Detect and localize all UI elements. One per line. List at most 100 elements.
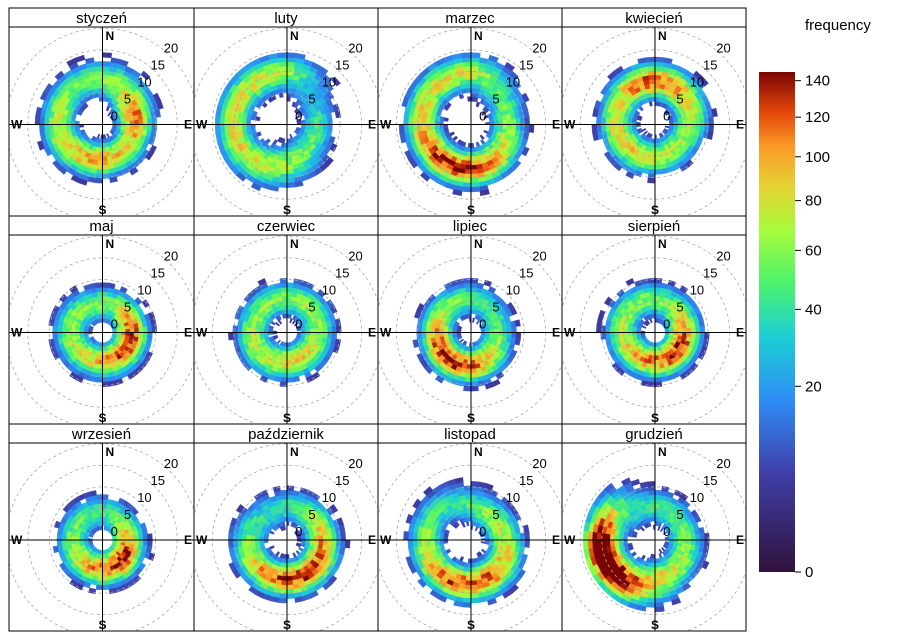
heat-cell [275,321,281,327]
heat-cell [98,304,103,310]
heat-cell [141,299,150,308]
radial-tick-label: 10 [322,75,336,90]
heat-cell [479,134,485,140]
compass-label-w: W [196,326,208,340]
heat-cell [232,325,238,333]
compass-label-s: S [283,203,291,217]
heat-cell [258,539,265,544]
heat-cell [523,524,530,534]
heat-cell [484,483,494,491]
heat-cell [147,539,153,547]
heat-cell [699,325,706,333]
compass-label-w: W [196,533,208,547]
heat-cell [52,332,58,340]
compass-label-n: N [658,237,667,251]
heat-cell [707,131,714,140]
heat-cell [452,189,463,197]
heat-cell [698,319,705,327]
heat-cell [416,332,422,340]
radial-tick-label: 20 [532,249,546,264]
heat-cell [74,332,80,337]
panel-grid: styczeń05101520NESWluty05101520NESWmarze… [8,7,747,632]
heat-cell [102,282,110,288]
heat-cell [257,277,267,286]
heat-cell [404,150,413,161]
heat-cell [488,54,499,63]
heat-cell [654,147,659,153]
radial-tick-label: 20 [348,41,362,56]
heat-cell [654,169,662,175]
radial-tick-label: 15 [150,58,164,73]
heat-cell [286,355,291,361]
heat-cell [514,526,521,535]
compass-label-e: E [736,118,744,132]
panel-title: listopad [444,426,496,443]
heat-cell [102,584,110,591]
heat-cell [230,517,238,527]
heat-cell [646,56,656,63]
heat-cell [647,277,656,284]
compass-label-n: N [290,29,299,43]
compass-label-n: N [106,237,115,251]
radial-tick-label: 15 [150,266,164,281]
heat-cell [277,52,288,59]
heat-cell [616,289,626,298]
heat-cell [74,120,80,125]
heat-cell [475,101,481,108]
heat-cell [598,309,606,319]
compass-label-e: E [552,118,560,132]
radial-tick-label: 10 [322,283,336,298]
heat-cell [419,171,431,182]
heat-cell [69,285,78,294]
heat-cell [596,317,603,326]
heat-cell [286,562,291,569]
radial-tick-label: 10 [137,75,151,90]
radial-tick-label: 0 [479,317,486,332]
heat-cell [119,286,128,294]
heat-cell [56,533,63,541]
heat-cell [56,539,63,547]
heat-cell [493,536,500,541]
heat-cell [95,584,103,591]
heat-cell [156,100,164,110]
heat-cell [479,189,490,197]
heat-cell [151,124,158,132]
heat-cell [521,92,530,103]
heat-cell [289,318,293,324]
radial-tick-label: 15 [335,266,349,281]
radial-tick-label: 15 [703,266,717,281]
heat-cell [295,52,306,60]
compass-label-s: S [467,411,475,425]
heat-cell [470,52,481,59]
heat-cell [322,581,332,591]
heat-cell [470,385,479,392]
heat-cell [476,282,485,289]
heat-cell [34,115,41,125]
radial-tick-label: 5 [308,507,315,522]
heat-cell [145,151,154,161]
heat-cell [514,338,521,346]
compass-label-e: E [184,118,192,132]
heat-cell [286,593,295,599]
heat-cell [484,382,494,390]
heat-cell [427,293,437,303]
heat-cell [677,328,684,333]
radial-tick-label: 20 [532,41,546,56]
compass-label-e: E [368,533,376,547]
heat-cell [95,282,103,288]
heat-cell [89,490,97,497]
heat-cell [228,562,237,572]
heat-cell [600,332,606,340]
heat-cell [513,512,522,522]
compass-label-s: S [283,411,291,425]
